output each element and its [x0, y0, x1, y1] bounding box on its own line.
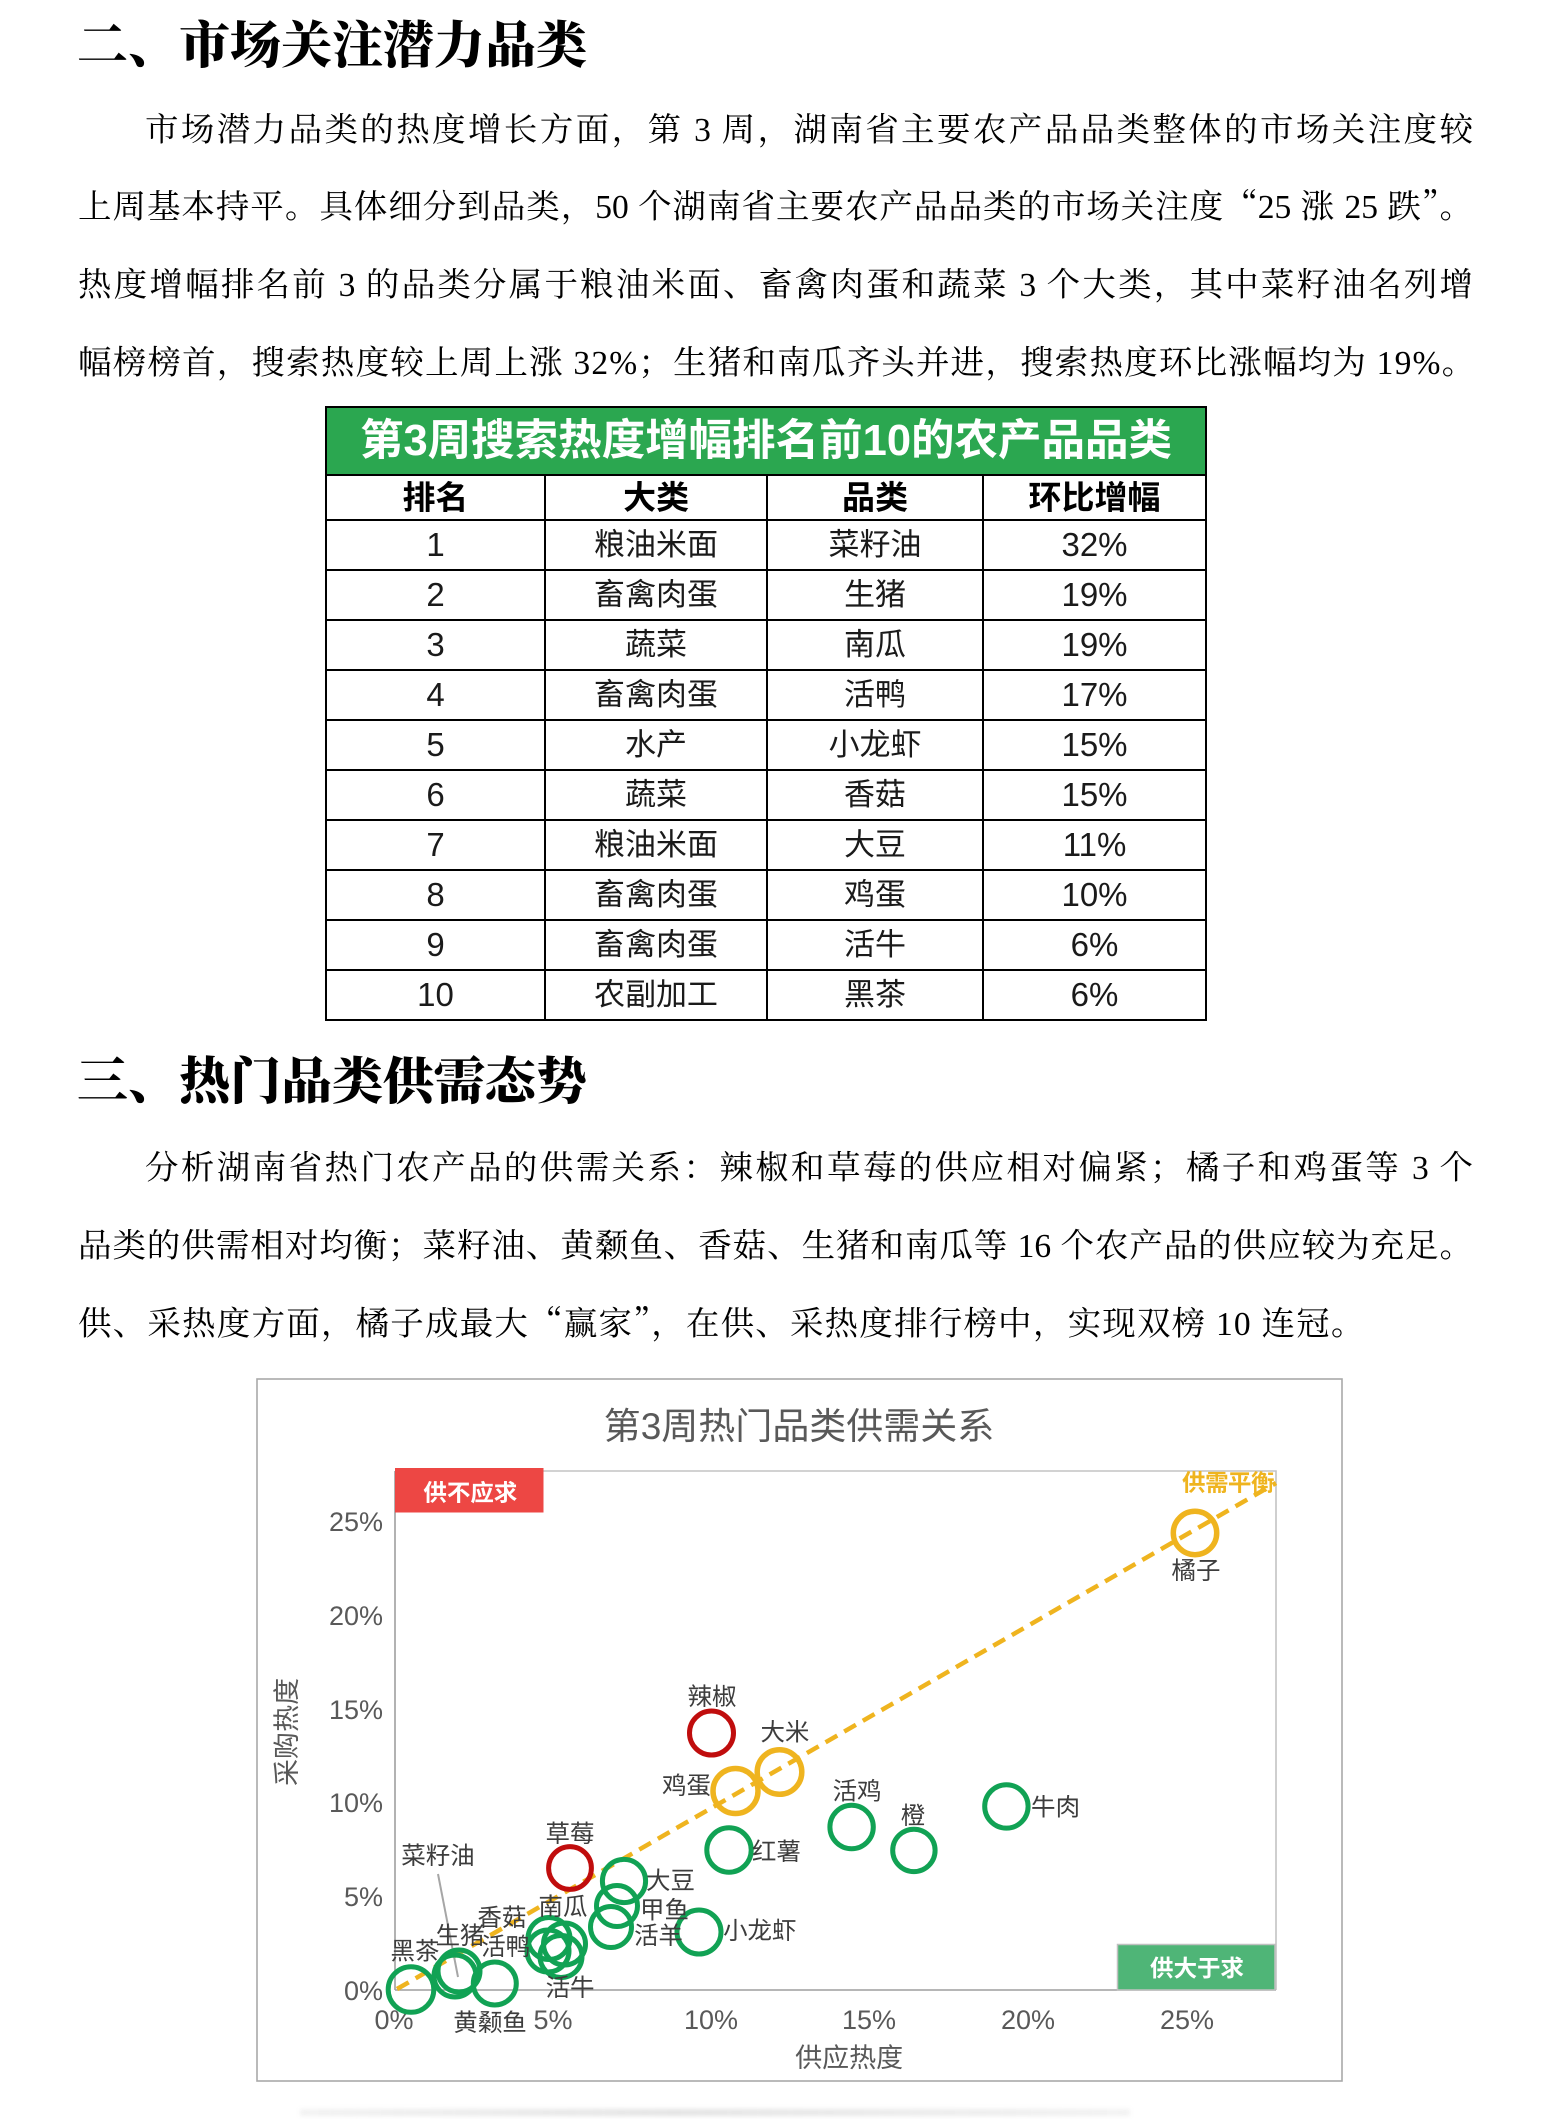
- svg-text:25%: 25%: [329, 1507, 383, 1537]
- svg-text:25%: 25%: [1160, 2005, 1214, 2035]
- svg-text:供不应求: 供不应求: [423, 1480, 517, 1506]
- svg-text:20%: 20%: [1001, 2005, 1055, 2035]
- svg-text:第3周热门品类供需关系: 第3周热门品类供需关系: [604, 1406, 995, 1447]
- svg-text:供大于求: 供大于求: [1150, 1956, 1244, 1982]
- svg-text:15%: 15%: [842, 2005, 896, 2035]
- svg-text:小龙虾: 小龙虾: [723, 1918, 797, 1945]
- svg-text:5%: 5%: [533, 2005, 572, 2035]
- svg-text:橙: 橙: [901, 1803, 926, 1830]
- svg-text:活鸭: 活鸭: [481, 1934, 530, 1961]
- svg-text:0%: 0%: [374, 2005, 413, 2035]
- svg-text:活羊: 活羊: [634, 1923, 683, 1950]
- svg-text:采购热度: 采购热度: [272, 1678, 302, 1786]
- svg-text:生猪: 生猪: [436, 1923, 485, 1950]
- svg-text:橘子: 橘子: [1172, 1558, 1221, 1585]
- svg-text:大豆: 大豆: [646, 1868, 695, 1895]
- svg-text:香菇: 香菇: [478, 1905, 527, 1932]
- svg-text:0%: 0%: [344, 1976, 383, 2006]
- svg-text:辣椒: 辣椒: [688, 1684, 737, 1711]
- svg-text:10%: 10%: [684, 2005, 738, 2035]
- svg-text:黄颡鱼: 黄颡鱼: [453, 2010, 527, 2037]
- svg-text:鸡蛋: 鸡蛋: [662, 1773, 711, 1800]
- svg-text:红薯: 红薯: [752, 1839, 801, 1866]
- svg-text:草莓: 草莓: [546, 1821, 595, 1848]
- svg-text:供需平衡: 供需平衡: [1182, 1470, 1274, 1496]
- svg-text:南瓜: 南瓜: [539, 1894, 588, 1921]
- svg-text:活牛: 活牛: [546, 1975, 595, 2002]
- svg-text:10%: 10%: [329, 1788, 383, 1818]
- svg-text:甲鱼: 甲鱼: [640, 1898, 689, 1925]
- svg-text:大米: 大米: [761, 1720, 810, 1747]
- svg-text:5%: 5%: [344, 1882, 383, 1912]
- svg-text:供应热度: 供应热度: [795, 2043, 903, 2073]
- svg-text:牛肉: 牛肉: [1031, 1795, 1080, 1822]
- svg-text:菜籽油: 菜籽油: [401, 1843, 475, 1870]
- svg-text:黑茶: 黑茶: [391, 1939, 440, 1966]
- svg-text:15%: 15%: [329, 1695, 383, 1725]
- svg-text:活鸡: 活鸡: [833, 1779, 882, 1806]
- svg-text:20%: 20%: [329, 1601, 383, 1631]
